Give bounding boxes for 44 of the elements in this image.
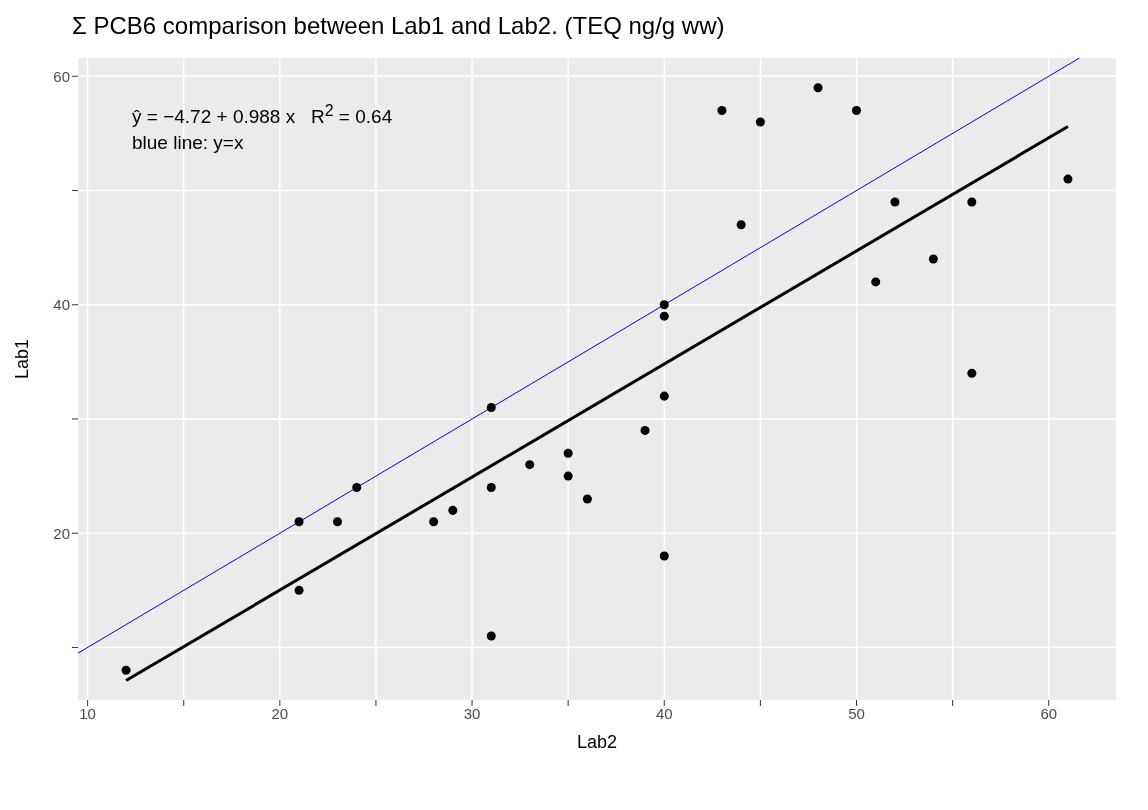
point <box>1063 174 1073 184</box>
point <box>429 517 439 527</box>
point <box>659 551 669 561</box>
y-axis-title: Lab1 <box>12 338 33 379</box>
point <box>486 403 496 413</box>
point <box>332 517 343 527</box>
point <box>871 277 881 287</box>
point <box>352 483 362 493</box>
y-tick-label: 20 <box>53 524 70 542</box>
point <box>448 505 458 515</box>
x-axis-title: Lab2 <box>576 732 618 752</box>
point <box>121 665 131 675</box>
y-tick-label: 60 <box>53 67 70 85</box>
point <box>890 197 900 207</box>
point <box>486 631 496 641</box>
point <box>659 311 669 321</box>
point <box>717 106 727 116</box>
annotation: ŷ = −4.72 + 0.988 x R$^{2}$ = 0.64 <box>132 101 393 130</box>
point <box>813 83 823 93</box>
x-tick-label: 60 <box>1040 704 1058 722</box>
point <box>525 460 535 470</box>
point <box>563 471 573 481</box>
point <box>582 494 592 504</box>
point <box>563 448 573 458</box>
point <box>659 300 669 310</box>
x-tick-label: 30 <box>463 704 481 722</box>
point <box>928 254 938 264</box>
y-tick-label: 40 <box>53 296 70 314</box>
annotation: blue line: y=x <box>132 131 245 156</box>
point <box>659 391 669 401</box>
point <box>967 197 977 207</box>
point <box>486 483 496 493</box>
x-tick-label: 40 <box>655 704 673 722</box>
chart-title: Σ PCB6 comparison between Lab1 and Lab2. (TEQ ng/g ww) <box>72 12 725 40</box>
point <box>294 585 304 595</box>
point <box>736 220 746 230</box>
point <box>640 425 650 435</box>
x-tick-label: 50 <box>848 704 865 722</box>
point <box>851 106 862 116</box>
point <box>755 117 765 127</box>
point <box>294 517 304 527</box>
point <box>967 368 977 378</box>
x-tick-label: 20 <box>271 704 289 722</box>
x-tick-label: 10 <box>79 704 96 722</box>
